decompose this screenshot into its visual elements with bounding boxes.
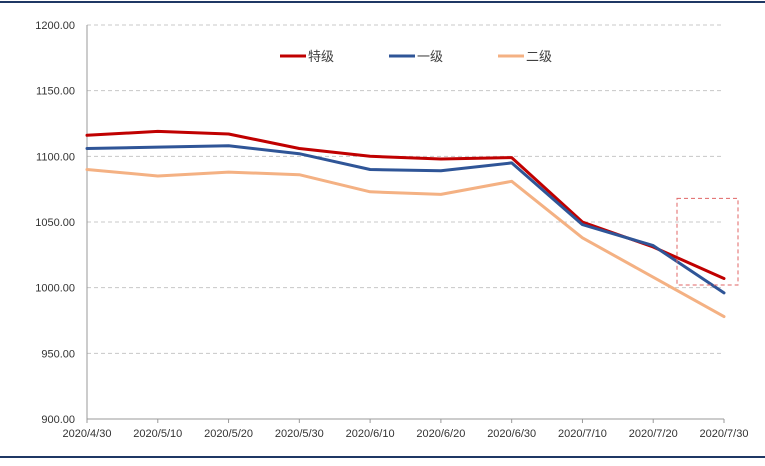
- series-line-2: [85, 144, 726, 295]
- y-tick-label: 1000.00: [35, 283, 75, 295]
- legend-label: 二级: [526, 49, 552, 64]
- y-tick-label: 900.00: [41, 414, 75, 426]
- x-tick-label: 2020/5/30: [275, 428, 324, 440]
- y-tick-label: 1150.00: [36, 86, 75, 98]
- x-tick-label: 2020/6/30: [487, 428, 536, 440]
- y-tick-label: 950.00: [41, 348, 75, 360]
- highlight-box: [676, 197, 739, 286]
- gridlines: [87, 24, 724, 354]
- y-tick-label: 1100.00: [36, 151, 75, 163]
- legend: 特级 一级 二级: [280, 49, 552, 64]
- x-tick-label: 2020/4/30: [63, 428, 112, 440]
- legend-label: 一级: [417, 49, 443, 64]
- x-tick-labels: 2020/4/30 2020/5/10 2020/5/20 2020/5/30 2020…: [63, 428, 749, 440]
- y-tick-label: 1200.00: [35, 20, 75, 32]
- top-border-rule: [0, 1, 765, 3]
- y-tick-labels: 900.00 950.00 1000.00 1050.00 1100.00 1150.00…: [35, 20, 75, 426]
- x-tick-label: 2020/7/10: [558, 428, 607, 440]
- annotations: [676, 197, 739, 286]
- y-tick-label: 1050.00: [35, 217, 75, 229]
- x-tick-label: 2020/6/20: [416, 428, 465, 440]
- x-tick-label: 2020/7/20: [629, 428, 678, 440]
- x-tick-label: 2020/5/20: [204, 428, 253, 440]
- axes: [86, 25, 725, 423]
- series-line-3: [85, 168, 726, 319]
- x-tick-label: 2020/6/10: [346, 428, 395, 440]
- x-tick-label: 2020/7/30: [700, 428, 749, 440]
- legend-label: 特级: [308, 49, 334, 64]
- series-lines: [85, 129, 726, 319]
- x-tick-label: 2020/5/10: [133, 428, 182, 440]
- bottom-border-rule: [0, 456, 765, 458]
- series-line-1: [85, 129, 726, 280]
